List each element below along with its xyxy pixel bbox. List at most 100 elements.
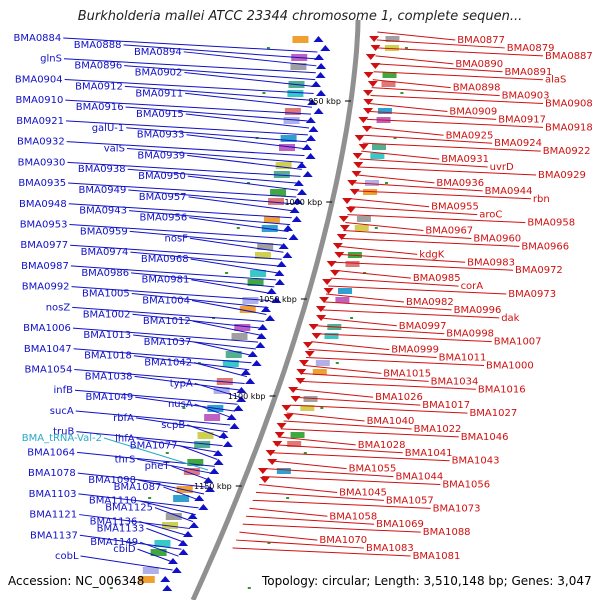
reverse-gene-arrow xyxy=(353,162,364,168)
feature-box xyxy=(183,468,200,475)
leader-line xyxy=(305,356,484,366)
leader-line xyxy=(337,253,466,263)
feature-marker xyxy=(197,362,201,364)
gene-label: BMA0953 xyxy=(20,219,68,230)
leader-line xyxy=(139,541,179,557)
reverse-gene-arrow xyxy=(342,198,353,204)
leader-line xyxy=(72,327,259,343)
leader-line xyxy=(189,217,289,233)
feature-box xyxy=(194,441,211,448)
feature-box xyxy=(381,81,396,87)
gene-label: BMA1056 xyxy=(442,480,490,491)
gene-label: pheT xyxy=(145,461,171,472)
feature-box xyxy=(247,279,264,286)
leader-line xyxy=(63,58,316,74)
reverse-gene-arrow xyxy=(272,441,283,447)
feature-box xyxy=(142,567,159,574)
feature-box xyxy=(268,198,285,205)
gene-label: BMA1042 xyxy=(144,358,192,369)
gene-label: BMA1149 xyxy=(90,537,138,548)
reverse-gene-arrow xyxy=(370,45,381,51)
gene-label: BMA1045 xyxy=(339,487,387,498)
feature-marker xyxy=(350,317,354,319)
gene-label: BMA0974 xyxy=(81,247,129,258)
tick-label: 1000 kbp xyxy=(284,198,322,207)
reverse-gene-arrow xyxy=(304,351,315,357)
gene-label: BMA0998 xyxy=(446,329,494,340)
feature-box xyxy=(257,243,274,250)
feature-box xyxy=(263,216,280,223)
leader-line xyxy=(377,31,456,41)
leader-line xyxy=(295,388,374,398)
leader-line xyxy=(328,285,507,295)
leader-line xyxy=(308,349,437,359)
leader-line xyxy=(66,141,305,157)
gene-label: BMA0938 xyxy=(78,164,126,175)
gene-label: BMA0968 xyxy=(141,254,189,265)
leader-line xyxy=(184,72,315,88)
feature-box xyxy=(345,261,360,267)
gene-label: BMA1058 xyxy=(329,511,377,522)
leader-line xyxy=(131,293,269,309)
leader-line xyxy=(192,320,261,336)
gene-label: aroC xyxy=(479,210,502,221)
forward-gene-arrow xyxy=(310,81,321,87)
feature-box xyxy=(225,351,242,358)
forward-gene-arrow xyxy=(315,72,326,78)
gene-label: BMA1103 xyxy=(29,489,77,500)
gene-label: BMA1081 xyxy=(413,551,461,562)
leader-line xyxy=(332,269,411,279)
forward-gene-arrow xyxy=(240,369,251,375)
leader-line xyxy=(376,47,544,57)
feature-marker xyxy=(165,452,169,454)
forward-gene-arrow xyxy=(307,99,318,105)
gene-label: BMA1069 xyxy=(376,519,424,530)
leader-line xyxy=(128,210,291,226)
reverse-gene-arrow xyxy=(363,90,374,96)
reverse-gene-arrow xyxy=(265,450,276,456)
gene-label: BMA1005 xyxy=(82,289,130,300)
reverse-gene-arrow xyxy=(311,333,322,339)
gene-label: BMA0933 xyxy=(137,130,185,141)
gene-label: BMA0967 xyxy=(425,226,473,237)
gene-label: uvrD xyxy=(490,162,514,173)
gene-label: BMA0894 xyxy=(134,47,182,58)
feature-tracks xyxy=(109,36,408,591)
forward-gene-arrow xyxy=(257,324,268,330)
leader-line xyxy=(68,203,292,219)
reverse-gene-arrow xyxy=(257,468,268,474)
reverse-gene-arrow xyxy=(308,324,319,330)
gene-label: BMA1125 xyxy=(105,503,153,514)
trna-label: BMA_tRNA-Val-2 xyxy=(22,433,102,444)
gene-label: BMA1022 xyxy=(414,424,462,435)
feature-box xyxy=(290,432,305,438)
gene-label: BMA0957 xyxy=(139,192,187,203)
forward-gene-arrow xyxy=(292,198,303,204)
leader-line xyxy=(139,520,188,536)
leader-line xyxy=(126,127,307,143)
leader-line xyxy=(136,438,221,454)
gene-label: BMA0879 xyxy=(507,43,555,54)
reverse-gene-arrow xyxy=(274,432,285,438)
reverse-gene-arrow xyxy=(358,117,369,123)
leader-line xyxy=(74,369,245,385)
feature-box xyxy=(384,45,399,51)
gene-labels: BMA0884 BMA0888 BMA0894 glnS BMA0896 BMA0902 B… xyxy=(13,33,592,562)
leader-line xyxy=(191,279,273,295)
gene-label: BMA0931 xyxy=(441,154,489,165)
leader-line xyxy=(341,237,520,247)
leader-line xyxy=(345,222,424,232)
feature-marker xyxy=(335,362,339,364)
gene-label: BMA0877 xyxy=(457,35,505,46)
feature-box xyxy=(385,36,400,42)
gene-label: BMA1110 xyxy=(89,496,137,507)
leader-line xyxy=(255,491,384,501)
leader-line xyxy=(80,555,173,571)
reverse-gene-arrow xyxy=(363,99,374,105)
feature-box xyxy=(283,117,300,124)
leader-line xyxy=(124,65,316,81)
gene-label: BMA1027 xyxy=(469,408,517,419)
reverse-gene-arrow xyxy=(296,369,307,375)
forward-gene-arrow xyxy=(187,513,198,519)
